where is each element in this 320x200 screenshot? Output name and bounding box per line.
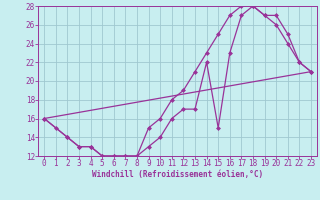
X-axis label: Windchill (Refroidissement éolien,°C): Windchill (Refroidissement éolien,°C) <box>92 170 263 179</box>
